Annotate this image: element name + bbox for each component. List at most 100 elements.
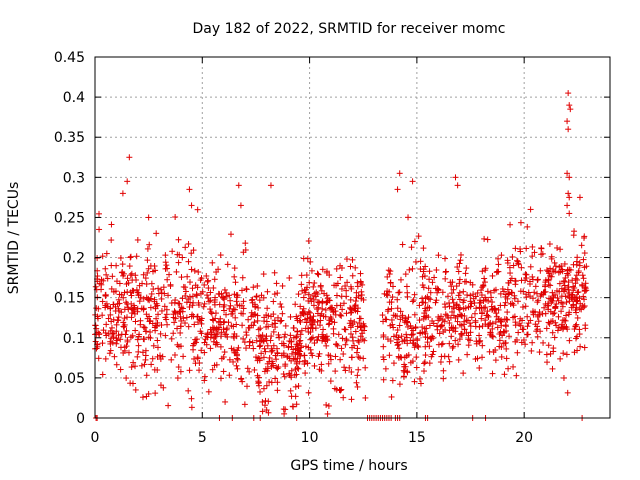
data-point-outlier xyxy=(452,174,459,181)
data-point xyxy=(288,338,295,345)
data-point xyxy=(346,364,353,371)
data-point xyxy=(317,282,324,289)
data-point xyxy=(546,241,553,248)
data-point xyxy=(305,291,312,298)
data-point xyxy=(522,341,529,348)
data-point xyxy=(114,317,121,324)
data-point xyxy=(295,383,302,390)
data-point xyxy=(573,309,580,316)
data-point xyxy=(557,246,564,253)
data-point xyxy=(230,323,237,330)
data-point xyxy=(481,235,488,242)
chart-title: Day 182 of 2022, SRMTID for receiver mom… xyxy=(193,21,506,37)
data-point xyxy=(381,290,388,297)
data-point xyxy=(327,314,334,321)
data-point xyxy=(446,340,453,347)
data-point xyxy=(446,320,453,327)
data-point xyxy=(261,314,268,321)
data-point xyxy=(293,341,300,348)
data-point xyxy=(192,336,199,343)
data-point xyxy=(468,314,475,321)
data-point xyxy=(319,266,326,273)
data-point xyxy=(174,375,181,382)
data-point xyxy=(318,367,325,374)
data-point xyxy=(270,342,277,349)
data-point xyxy=(549,329,556,336)
data-point xyxy=(281,410,288,417)
data-point xyxy=(404,323,411,330)
data-point xyxy=(563,312,570,319)
data-point xyxy=(197,290,204,297)
data-point xyxy=(238,376,245,383)
data-point xyxy=(243,345,250,352)
data-point xyxy=(115,332,122,339)
data-point-outlier xyxy=(409,178,416,185)
data-point xyxy=(529,273,536,280)
data-point-outlier xyxy=(567,106,574,113)
data-point xyxy=(460,288,467,295)
data-point xyxy=(448,333,455,340)
data-point xyxy=(503,316,510,323)
data-point xyxy=(473,340,480,347)
data-point xyxy=(342,367,349,374)
data-point xyxy=(201,373,208,380)
data-point xyxy=(477,299,484,306)
data-point-outlier xyxy=(566,210,573,217)
data-point xyxy=(412,258,419,265)
data-point xyxy=(155,285,162,292)
data-point xyxy=(123,327,130,334)
data-point xyxy=(260,385,267,392)
data-point xyxy=(472,317,479,324)
data-point xyxy=(479,323,486,330)
data-point xyxy=(132,318,139,325)
data-point xyxy=(480,305,487,312)
data-point xyxy=(347,309,354,316)
data-point xyxy=(484,236,491,243)
data-point xyxy=(489,299,496,306)
data-point xyxy=(470,291,477,298)
data-point xyxy=(140,295,147,302)
data-point xyxy=(538,245,545,252)
data-point xyxy=(141,324,148,331)
data-point xyxy=(550,266,557,273)
tick-labels: 0 0.05 0.1 0.15 0.2 0.25 0.3 0.35 0.4 0.45 0 5 10 15 2… xyxy=(54,50,533,446)
data-point xyxy=(184,273,191,280)
data-point xyxy=(421,310,428,317)
data-point xyxy=(561,317,568,324)
data-point xyxy=(120,323,127,330)
data-point xyxy=(354,345,361,352)
data-point xyxy=(514,257,521,264)
data-point xyxy=(426,343,433,350)
data-point xyxy=(220,368,227,375)
data-point xyxy=(267,337,274,344)
data-point-outlier xyxy=(564,202,571,209)
data-point xyxy=(519,317,526,324)
data-point xyxy=(528,347,535,354)
data-point xyxy=(155,290,162,297)
data-point xyxy=(481,279,488,286)
y-tick-label: 0.4 xyxy=(63,90,85,106)
data-point xyxy=(116,280,123,287)
data-point xyxy=(456,280,463,287)
data-point xyxy=(450,286,457,293)
data-point xyxy=(121,315,128,322)
data-point xyxy=(410,327,417,334)
data-point xyxy=(134,353,141,360)
data-point xyxy=(173,268,180,275)
data-point xyxy=(489,325,496,332)
data-point xyxy=(232,279,239,286)
data-point xyxy=(411,291,418,298)
data-point xyxy=(457,257,464,264)
data-point xyxy=(333,265,340,272)
data-point xyxy=(297,331,304,338)
data-point xyxy=(149,320,156,327)
data-point xyxy=(152,390,159,397)
data-point xyxy=(395,354,402,361)
data-point xyxy=(450,324,457,331)
data-point xyxy=(432,285,439,292)
data-point xyxy=(479,354,486,361)
data-point xyxy=(407,322,414,329)
data-point xyxy=(123,375,130,382)
data-point xyxy=(340,300,347,307)
data-point xyxy=(489,272,496,279)
